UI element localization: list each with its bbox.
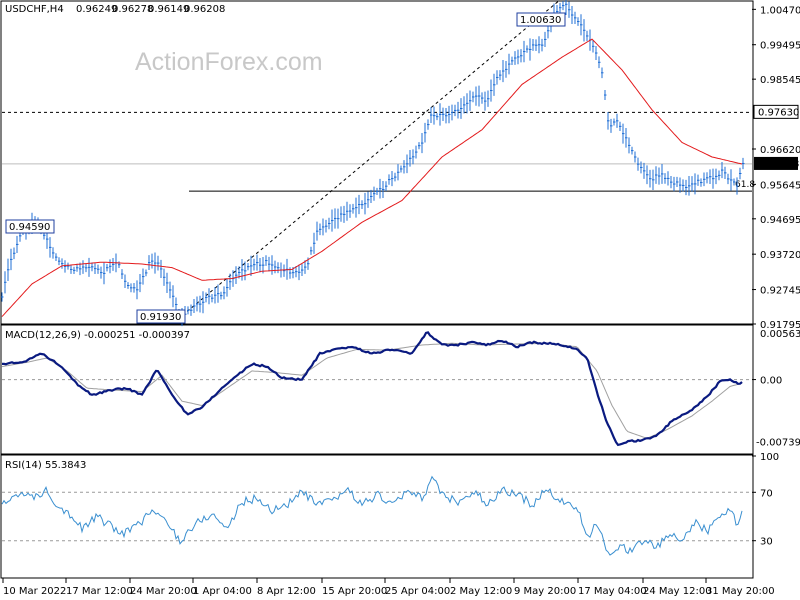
macd-line <box>2 331 743 447</box>
ohlc-open: 0.96249 <box>76 4 117 15</box>
x-tick-label: 24 May 12:00 <box>643 586 712 597</box>
y-tick-label: 0.97630 <box>758 107 799 118</box>
trend-channel-line <box>177 1 559 320</box>
x-tick-label: 17 May 04:00 <box>578 586 647 597</box>
rsi-panel <box>0 454 754 579</box>
fib-618-label: 61.8 <box>735 180 755 190</box>
x-tick-label: 15 Apr 20:00 <box>322 586 387 597</box>
macd-title: MACD(12,26,9) -0.000251 -0.000397 <box>5 330 190 341</box>
x-tick-label: 25 Apr 04:00 <box>385 586 450 597</box>
level-price-tag <box>753 104 799 119</box>
ohlc-high: 0.96278 <box>112 4 153 15</box>
y-tick-label: 0.98545 <box>760 75 800 86</box>
y-tick-label: 0.96620 <box>760 145 800 156</box>
moving-average-line <box>1 38 743 317</box>
rsi-title: RSI(14) 55.3843 <box>5 460 86 471</box>
instrument-title: USDCHF,H4 <box>5 4 64 15</box>
price-header: USDCHF,H4 0.96249 0.96278 0.96149 0.9620… <box>5 4 225 15</box>
y-tick-label: 0.95645 <box>760 180 800 191</box>
y-tick-label: 0.94695 <box>760 215 800 226</box>
annotation-peak: 1.00630 <box>520 15 561 26</box>
current-price-tag <box>754 156 798 170</box>
annotation-low-high: 0.94590 <box>9 222 50 233</box>
y-tick-label: 0.93720 <box>760 250 800 261</box>
y-tick-label: 0.005632 <box>760 329 800 340</box>
y-tick-label: 1.00470 <box>760 5 800 16</box>
y-tick-label: 0.92745 <box>760 286 800 297</box>
annotation-peak-box <box>516 12 566 27</box>
y-tick-label: 100 <box>760 452 779 463</box>
x-tick-label: 10 Mar 2022 <box>3 586 66 597</box>
x-tick-label: 31 May 20:00 <box>706 586 775 597</box>
ohlc-low: 0.96149 <box>148 4 189 15</box>
y-tick-label: 30 <box>760 537 773 548</box>
x-tick-label: 17 Mar 12:00 <box>66 586 133 597</box>
annotation-swing-low: 0.91930 <box>140 312 181 323</box>
x-tick-label: 8 Apr 12:00 <box>257 586 316 597</box>
y-tick-label: 0.99495 <box>760 41 800 52</box>
y-tick-label: 0.00 <box>760 376 782 387</box>
ohlc-close: 0.96208 <box>184 4 225 15</box>
y-tick-label: -0.007395 <box>756 437 800 448</box>
price-panel <box>0 0 754 325</box>
rsi-line <box>1 475 743 556</box>
y-tick-label: 70 <box>760 488 773 499</box>
x-tick-label: 9 May 20:00 <box>514 586 576 597</box>
annotation-swing-low-box <box>136 309 186 324</box>
x-tick-label: 2 May 12:00 <box>450 586 512 597</box>
y-tick-label: 0.96208 <box>758 159 799 170</box>
x-tick-label: 1 Apr 04:00 <box>193 586 252 597</box>
y-tick-label: 0.91795 <box>760 320 800 331</box>
macd-signal-line <box>1 342 743 439</box>
x-tick-label: 24 Mar 20:00 <box>130 586 197 597</box>
annotation-low-high-box <box>5 219 55 234</box>
watermark: ActionForex.com <box>135 48 323 76</box>
